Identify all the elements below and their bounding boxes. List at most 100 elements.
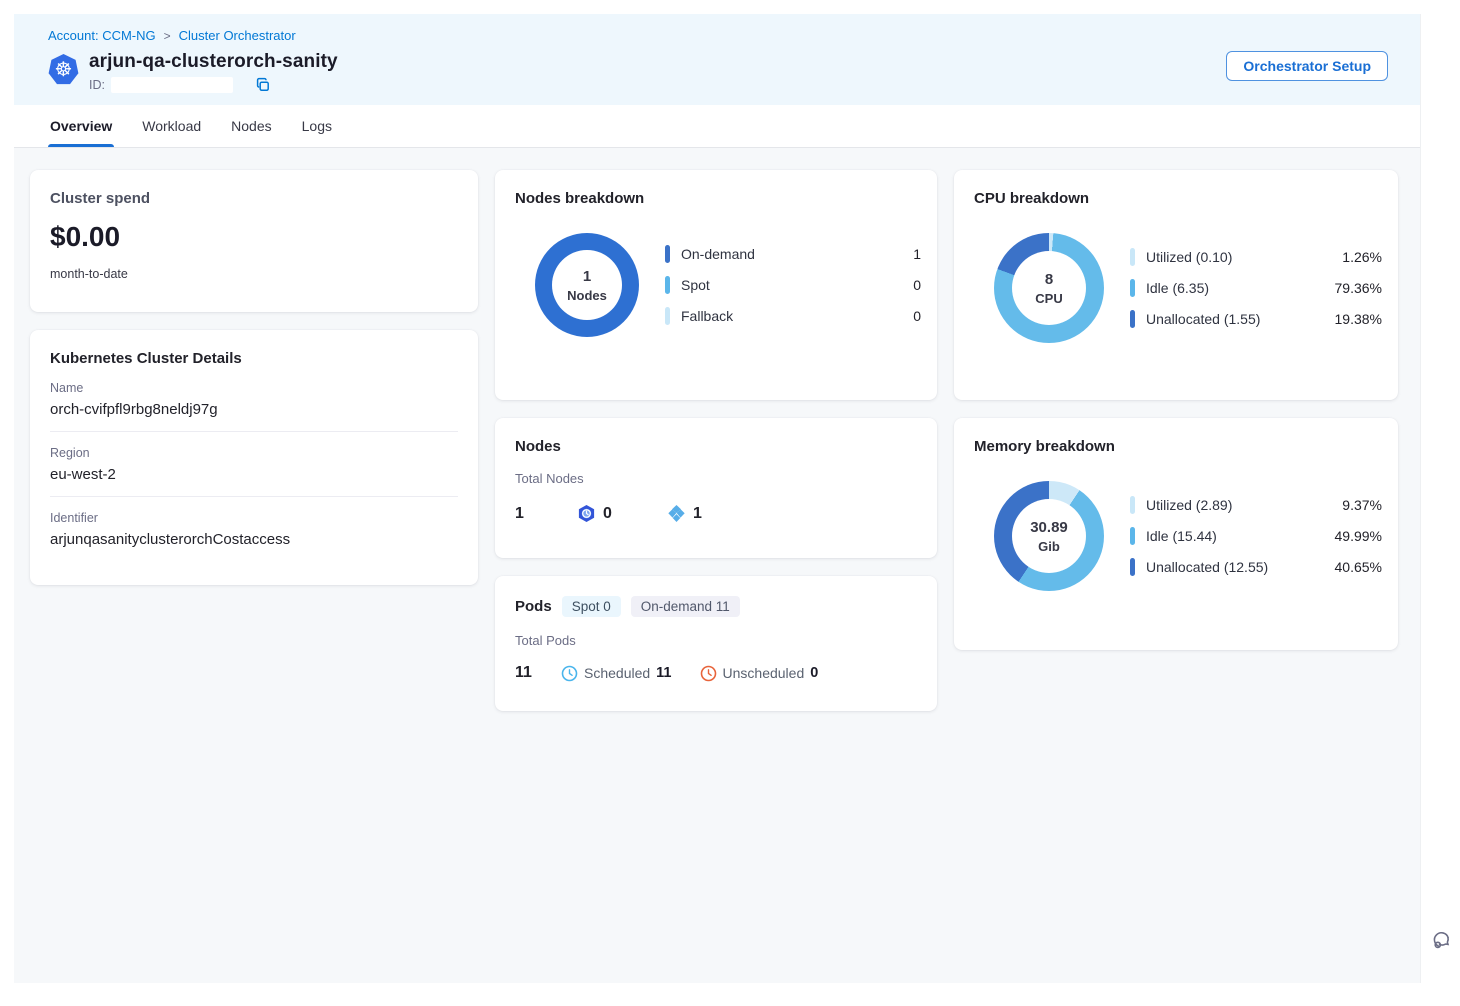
legend-row-idle: Idle (15.44) 49.99% [1130,527,1382,545]
cpu-breakdown-legend: Utilized (0.10) 1.26% Idle (6.35) 79.36%… [1130,248,1382,328]
cpu-breakdown-title: CPU breakdown [974,190,1090,207]
legend-value: 49.99% [1334,528,1382,544]
legend-swatch [665,307,670,325]
legend-label: Unallocated (1.55) [1146,311,1261,327]
legend-swatch [1130,248,1135,266]
nodes-card: Nodes Total Nodes 1 0 [495,418,937,558]
tab-nodes[interactable]: Nodes [231,118,272,134]
legend-row-utilized: Utilized (2.89) 9.37% [1130,496,1382,514]
unscheduled-pods-stat: Unscheduled 0 [700,665,819,682]
legend-swatch [1130,496,1135,514]
donut-center-label: CPU [1035,290,1063,306]
cluster-id-label: ID: [89,78,105,92]
nodes-breakdown-legend: On-demand 1 Spot 0 Fallback 0 [665,245,921,325]
nodes-breakdown-card: Nodes breakdown 1 Nodes On-demand 1 [495,170,937,400]
breadcrumb-section-link[interactable]: Cluster Orchestrator [178,28,296,43]
detail-field-identifier: Identifier arjunqasanityclusterorchCosta… [50,511,458,548]
copy-icon[interactable] [255,77,271,93]
on-demand-node-icon [667,504,686,523]
legend-value: 1.26% [1342,249,1382,265]
total-pods-label: Total Pods [515,633,576,648]
total-nodes-label: Total Nodes [515,471,584,486]
scheduled-value: 11 [656,665,672,681]
cluster-details-title: Kubernetes Cluster Details [50,350,242,367]
total-pods-value: 11 [515,664,532,681]
legend-value: 79.36% [1334,280,1382,296]
donut-center-label: Gib [1038,538,1060,554]
page-title: arjun-qa-clusterorch-sanity [89,51,338,72]
legend-swatch [665,276,670,294]
tab-logs[interactable]: Logs [301,118,332,134]
legend-label: Unallocated (12.55) [1146,559,1269,575]
unscheduled-clock-icon [700,665,717,682]
legend-value: 9.37% [1342,497,1382,513]
donut-center-label: Nodes [567,287,607,303]
spot-nodes-value: 0 [603,504,612,522]
legend-row-spot: Spot 0 [665,276,921,294]
nodes-breakdown-title: Nodes breakdown [515,190,645,207]
legend-swatch [665,245,670,263]
orchestrator-setup-button[interactable]: Orchestrator Setup [1226,51,1388,81]
detail-field-region: Region eu-west-2 [50,446,458,497]
breadcrumb-separator-icon: > [163,28,171,43]
donut-center-value: 1 [582,267,592,285]
legend-value: 40.65% [1334,559,1382,575]
detail-value: orch-cvifpfl9rbg8neldj97g [50,401,218,418]
legend-value: 0 [913,308,921,324]
detail-field-name: Name orch-cvifpfl9rbg8neldj97g [50,381,458,432]
legend-row-fallback: Fallback 0 [665,307,921,325]
support-chat-icon[interactable] [1430,928,1454,957]
total-nodes-value: 1 [515,504,524,522]
detail-value: eu-west-2 [50,466,116,483]
cluster-spend-card: Cluster spend $0.00 month-to-date [30,170,478,312]
spot-pods-badge: Spot 0 [561,596,621,617]
nodes-donut-chart: 1 Nodes [535,233,639,337]
legend-label: Fallback [681,308,734,324]
legend-swatch [1130,310,1135,328]
on-demand-nodes-value: 1 [693,504,702,522]
tab-workload[interactable]: Workload [142,118,202,134]
breadcrumb-account-link[interactable]: Account: CCM-NG [48,28,156,43]
spot-node-icon [577,504,596,523]
unscheduled-value: 0 [810,665,819,681]
memory-donut-chart: 30.89 Gib [994,481,1104,591]
unscheduled-label: Unscheduled [722,665,805,681]
tab-overview[interactable]: Overview [48,105,115,147]
memory-breakdown-card: Memory breakdown 30.89 Gib Utilized (2.8… [954,418,1398,650]
legend-row-on-demand: On-demand 1 [665,245,921,263]
breadcrumb: Account: CCM-NG > Cluster Orchestrator [48,28,1396,43]
legend-label: On-demand [681,246,755,262]
detail-label: Identifier [50,511,98,525]
legend-row-unallocated: Unallocated (1.55) 19.38% [1130,310,1382,328]
page-header: Account: CCM-NG > Cluster Orchestrator ☸… [14,14,1420,105]
cluster-spend-title: Cluster spend [50,190,151,207]
cluster-details-card: Kubernetes Cluster Details Name orch-cvi… [30,330,478,585]
cpu-donut-chart: 8 CPU [994,233,1104,343]
cpu-breakdown-card: CPU breakdown 8 CPU Utilized (0.10) 1.26… [954,170,1398,400]
legend-value: 0 [913,277,921,293]
kubernetes-icon: ☸ [48,54,79,85]
legend-row-utilized: Utilized (0.10) 1.26% [1130,248,1382,266]
legend-swatch [1130,279,1135,297]
nodes-title: Nodes [515,438,561,455]
legend-swatch [1130,527,1135,545]
donut-center-value: 8 [1044,270,1054,288]
legend-label: Spot [681,277,710,293]
legend-value: 19.38% [1334,311,1382,327]
detail-value: arjunqasanityclusterorchCostaccess [50,531,291,548]
pods-card: Pods Spot 0 On-demand 11 Total Pods 11 [495,576,937,711]
donut-center-value: 30.89 [1030,518,1068,536]
detail-label: Name [50,381,84,395]
app-container: Account: CCM-NG > Cluster Orchestrator ☸… [14,14,1421,983]
tab-bar: Overview Workload Nodes Logs [14,105,1420,148]
scheduled-pods-stat: Scheduled 11 [561,665,672,682]
memory-breakdown-title: Memory breakdown [974,438,1115,455]
legend-row-unallocated: Unallocated (12.55) 40.65% [1130,558,1382,576]
memory-breakdown-legend: Utilized (2.89) 9.37% Idle (15.44) 49.99… [1130,496,1382,576]
scheduled-clock-icon [561,665,578,682]
spot-nodes-stat: 0 [577,504,667,523]
pods-title: Pods [515,598,552,615]
cluster-spend-amount: $0.00 [50,221,121,252]
legend-label: Idle (15.44) [1146,528,1217,544]
legend-label: Utilized (2.89) [1146,497,1233,513]
